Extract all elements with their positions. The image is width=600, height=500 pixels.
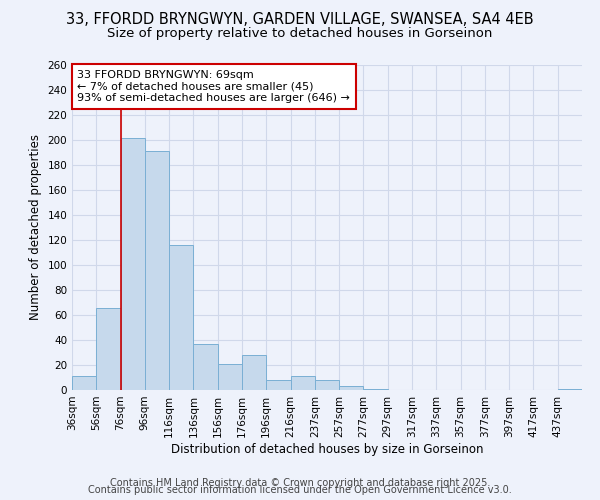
- Bar: [96, 308, 121, 390]
- Bar: [72, 376, 96, 390]
- Bar: [121, 138, 145, 390]
- Bar: [290, 376, 315, 390]
- Bar: [266, 380, 290, 390]
- Bar: [315, 380, 339, 390]
- Bar: [364, 389, 388, 390]
- Bar: [145, 151, 169, 390]
- Bar: [218, 364, 242, 390]
- Text: Size of property relative to detached houses in Gorseinon: Size of property relative to detached ho…: [107, 28, 493, 40]
- Y-axis label: Number of detached properties: Number of detached properties: [29, 134, 42, 320]
- Bar: [242, 355, 266, 390]
- Text: Contains HM Land Registry data © Crown copyright and database right 2025.: Contains HM Land Registry data © Crown c…: [110, 478, 490, 488]
- Bar: [193, 344, 218, 390]
- X-axis label: Distribution of detached houses by size in Gorseinon: Distribution of detached houses by size …: [171, 442, 483, 456]
- Text: Contains public sector information licensed under the Open Government Licence v3: Contains public sector information licen…: [88, 485, 512, 495]
- Text: 33, FFORDD BRYNGWYN, GARDEN VILLAGE, SWANSEA, SA4 4EB: 33, FFORDD BRYNGWYN, GARDEN VILLAGE, SWA…: [66, 12, 534, 28]
- Text: 33 FFORDD BRYNGWYN: 69sqm
← 7% of detached houses are smaller (45)
93% of semi-d: 33 FFORDD BRYNGWYN: 69sqm ← 7% of detach…: [77, 70, 350, 103]
- Bar: [558, 389, 582, 390]
- Bar: [169, 245, 193, 390]
- Bar: [339, 386, 364, 390]
